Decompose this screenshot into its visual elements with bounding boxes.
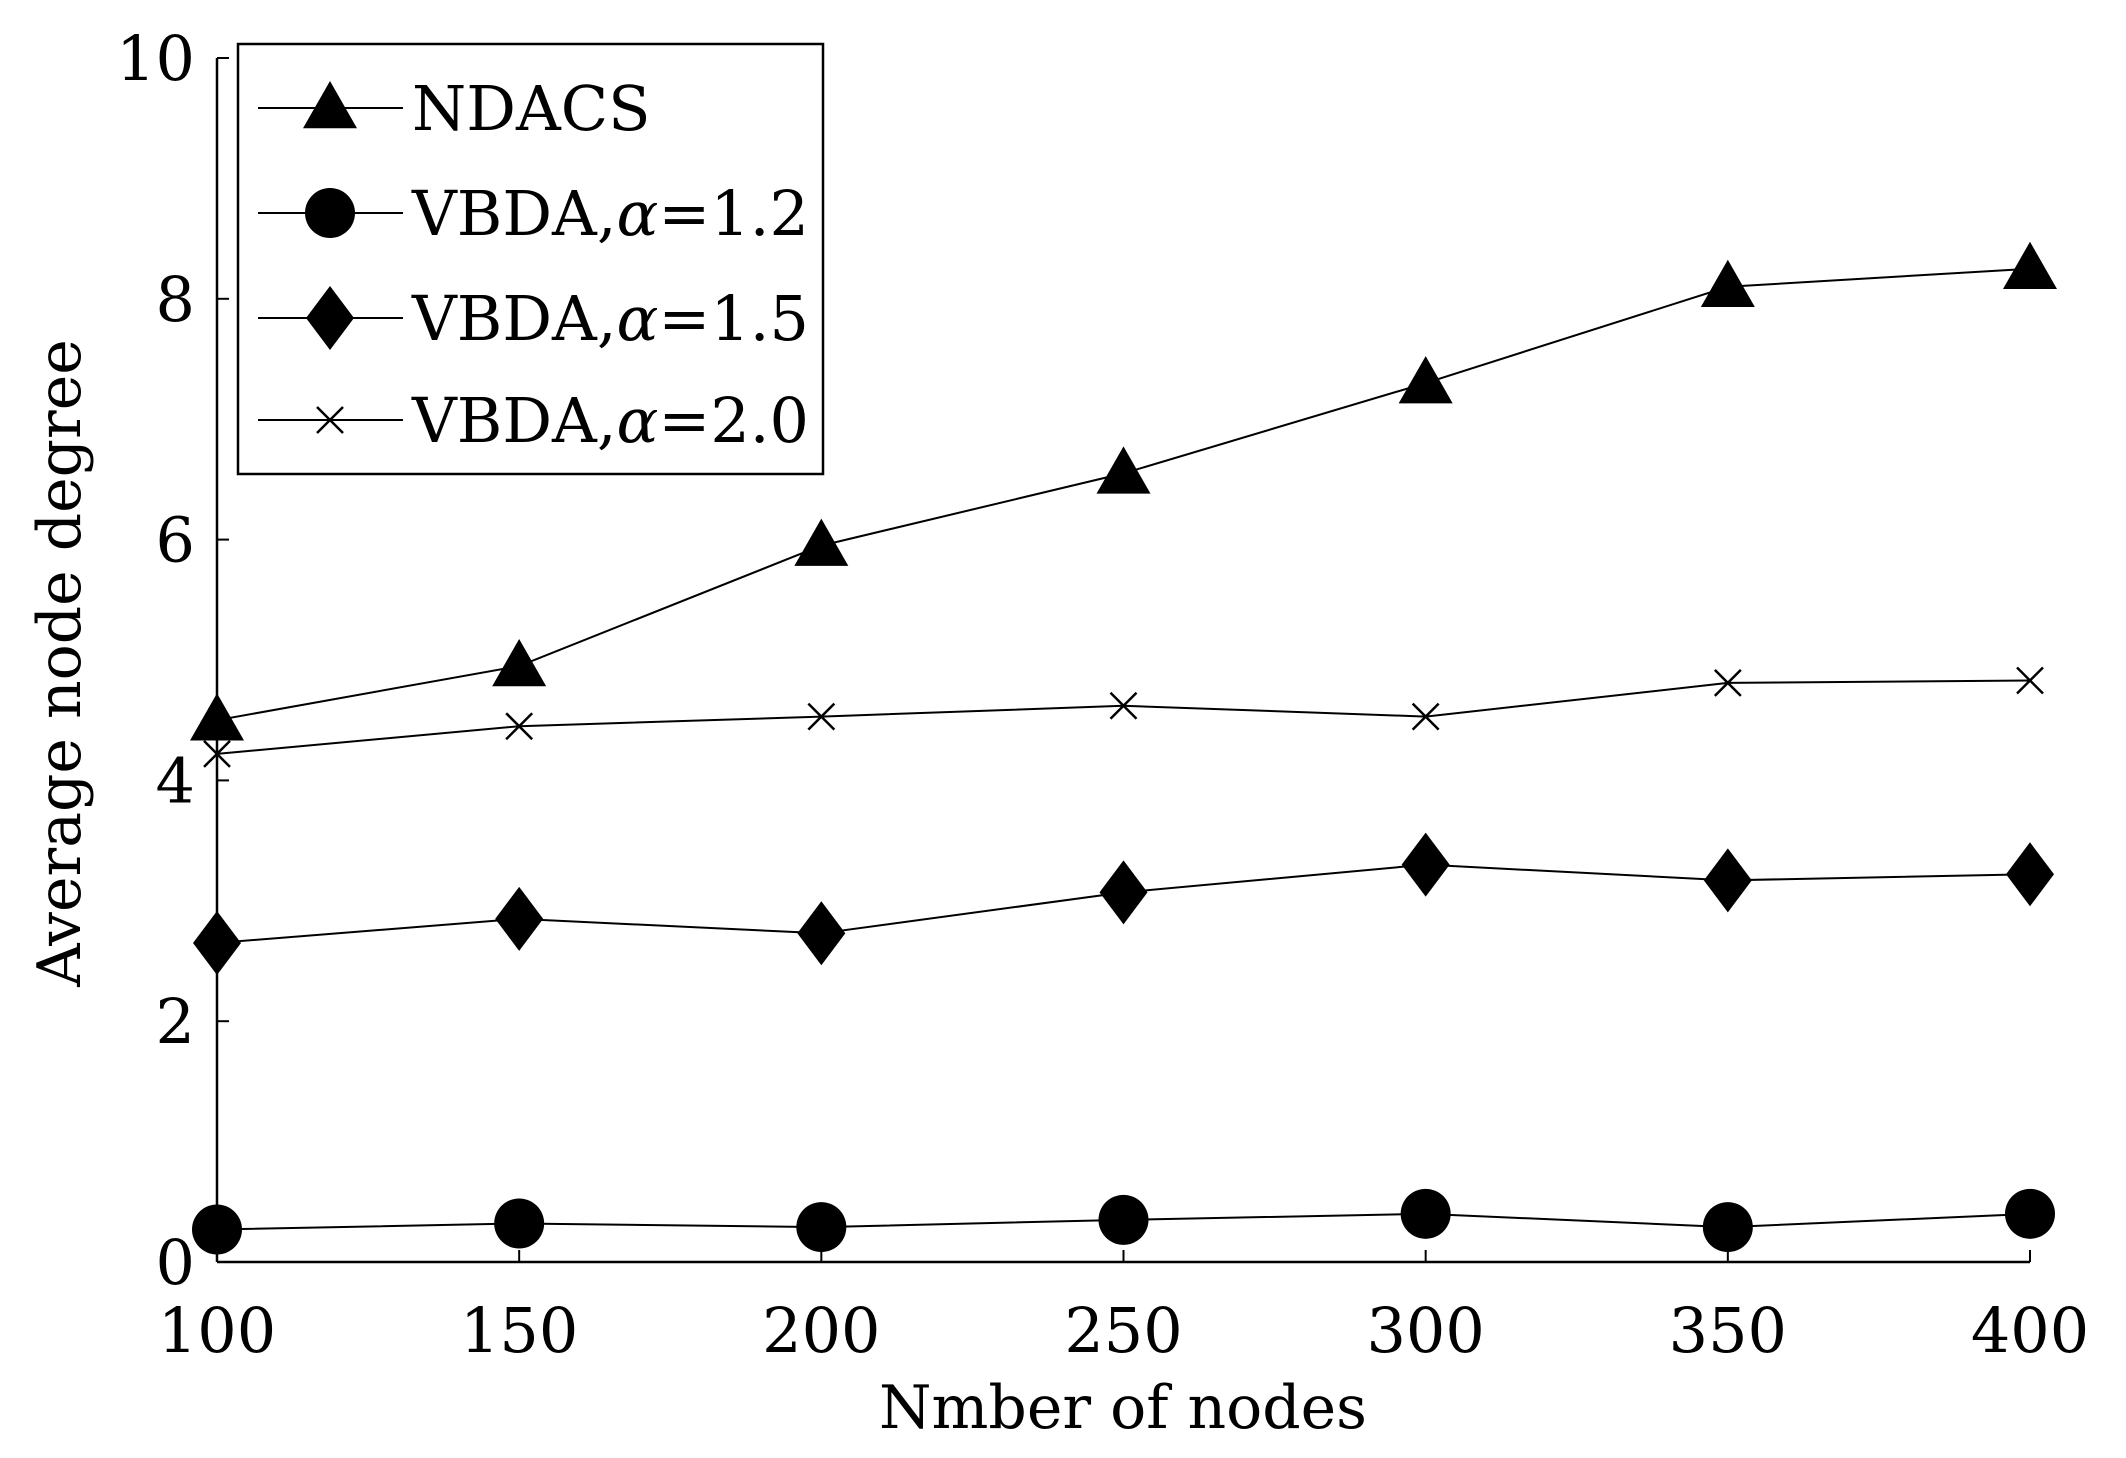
legend-label-prefix: VBDA,	[411, 384, 617, 457]
data-point-circle	[2005, 1188, 2055, 1239]
y-tick-label: 10	[116, 22, 195, 95]
data-point-x	[2016, 666, 2044, 695]
y-tick-label: 0	[156, 1226, 195, 1299]
x-axis-title: Nmber of nodes	[879, 1373, 1367, 1443]
data-point-x	[1411, 702, 1440, 731]
x-tick-label: 250	[1064, 1294, 1182, 1367]
data-point-triangle	[2003, 241, 2057, 289]
data-point-triangle	[794, 518, 849, 566]
legend-label-suffix: =2.0	[658, 384, 809, 457]
legend-entry: VBDA,α=2.0	[258, 384, 809, 457]
y-tick-label: 6	[156, 504, 195, 577]
data-point-x-stroke-b	[2016, 666, 2044, 695]
legend-label: NDACS	[412, 72, 651, 145]
legend-label-prefix: VBDA,	[411, 177, 617, 250]
x-tick-label: 200	[762, 1294, 880, 1367]
data-point-x-stroke-b	[1411, 702, 1440, 731]
x-tick-label: 400	[1971, 1294, 2089, 1367]
legend-marker-circle	[305, 188, 355, 238]
legend-label: VBDA,α=2.0	[411, 384, 809, 457]
data-point-diamond	[1703, 848, 1752, 913]
legend-label-suffix: =1.5	[658, 282, 809, 355]
series-circle	[192, 1188, 2055, 1255]
data-point-triangle	[1398, 356, 1453, 404]
data-point-circle	[192, 1204, 242, 1255]
series-line	[216, 679, 2031, 755]
y-tick-label: 4	[156, 744, 195, 817]
data-point-circle	[1702, 1202, 1753, 1253]
legend-label-symbol: α	[617, 282, 659, 355]
legend-marker-x	[316, 406, 344, 434]
x-tick-label: 300	[1366, 1294, 1484, 1367]
data-point-triangle	[1700, 259, 1755, 308]
x-tick-label: 150	[460, 1294, 578, 1367]
legend-entry: VBDA,α=1.5	[258, 282, 809, 355]
legend-label-suffix: =1.2	[658, 177, 809, 250]
x-tick-label: 100	[158, 1294, 276, 1367]
legend-entry: VBDA,α=1.2	[258, 177, 809, 250]
data-point-circle	[1098, 1194, 1149, 1245]
data-point-circle	[796, 1202, 847, 1253]
data-point-circle	[1400, 1188, 1451, 1239]
legend-label: VBDA,α=1.5	[411, 282, 809, 355]
tick-labels: 100 150 200 250 300 350 400 0 2 4 6 8 10	[116, 22, 2089, 1367]
legend-entry: NDACS	[258, 72, 651, 145]
series-layer	[190, 241, 2057, 1255]
data-point-x-stroke-b	[1109, 691, 1138, 720]
data-point-diamond	[797, 901, 846, 966]
y-axis-title: Average node degree	[25, 339, 95, 988]
data-point-x	[505, 712, 534, 741]
y-tick-label: 8	[156, 263, 195, 336]
data-point-x-stroke-b	[1713, 668, 1742, 697]
data-point-diamond	[1401, 832, 1450, 897]
data-point-x-stroke-b	[807, 702, 836, 731]
x-tick-label: 350	[1669, 1294, 1787, 1367]
data-point-triangle	[190, 693, 244, 741]
data-point-x	[203, 740, 231, 768]
data-point-triangle	[492, 639, 547, 687]
data-point-x-stroke-b	[505, 712, 534, 741]
legend-label-prefix: VBDA,	[411, 282, 617, 355]
data-point-x	[807, 702, 836, 731]
legend-label-prefix: NDACS	[412, 72, 651, 145]
series-diamond	[193, 832, 2054, 975]
series-x	[203, 666, 2044, 768]
legend-label-symbol: α	[617, 177, 659, 250]
data-point-x	[1713, 668, 1742, 697]
legend-marker-diamond	[306, 286, 354, 350]
data-point-diamond	[1099, 860, 1148, 925]
data-point-diamond	[193, 910, 241, 975]
data-point-diamond	[2006, 842, 2054, 907]
data-point-circle	[494, 1198, 545, 1249]
ticks	[216, 57, 2031, 1263]
data-point-x-stroke-b	[203, 740, 231, 768]
legend-label-symbol: α	[617, 384, 659, 457]
data-point-triangle	[1096, 446, 1151, 494]
legend-marker-triangle	[303, 81, 357, 129]
data-point-diamond	[495, 886, 544, 951]
legend-label: VBDA,α=1.2	[411, 177, 809, 250]
y-tick-label: 2	[156, 985, 195, 1058]
data-point-x	[1109, 691, 1138, 720]
legend-marker-x-stroke-b	[316, 406, 344, 434]
series-triangle	[190, 241, 2057, 741]
